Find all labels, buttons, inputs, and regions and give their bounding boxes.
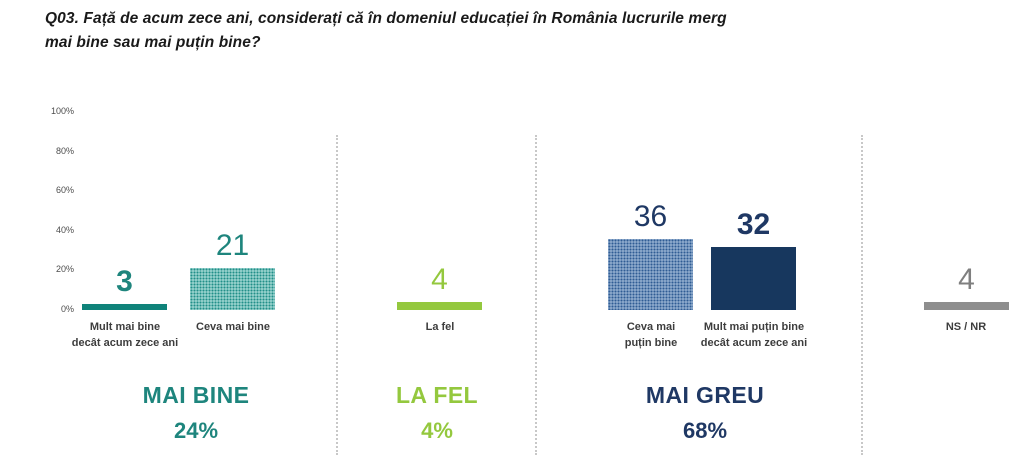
group-name: MAI GREU	[645, 382, 765, 408]
category-label-line: Ceva mai	[626, 321, 676, 333]
y-axis-tick: 60%	[55, 185, 74, 195]
bar-column-ceva-mai-putin-bine: 36	[608, 199, 693, 310]
group-percent: 68%	[682, 418, 728, 444]
question-title: Q03. Față de acum zece ani, considerați …	[45, 10, 727, 52]
category-label-line: NS / NR	[945, 321, 987, 333]
bar-ns-nr	[924, 302, 1009, 310]
category-label-line: Ceva mai bine	[196, 321, 270, 333]
value-label: 4	[431, 263, 448, 297]
bar-mult-mai-putin-bine	[711, 246, 796, 310]
group-name: MAI BINE	[142, 382, 250, 408]
group-label-mai-greu: MAI GREU 68%	[595, 382, 815, 444]
category-label-line: puțin bine	[624, 337, 678, 349]
category-label-line: decât acum zece ani	[700, 337, 808, 349]
category-label-line: La fel	[425, 321, 455, 333]
value-label: 3	[116, 265, 133, 299]
bar-ceva-mai-bine	[190, 268, 275, 310]
value-label: 4	[958, 263, 975, 297]
y-axis-tick: 80%	[55, 146, 74, 156]
bar-column-ns-nr: 4	[924, 265, 1009, 310]
bar-column-la-fel: 4	[397, 265, 482, 310]
section-divider	[336, 135, 338, 455]
bar-column-mult-mai-putin-bine: 32	[711, 207, 796, 310]
group-percent: 4%	[421, 418, 453, 444]
value-label: 21	[215, 229, 250, 263]
y-axis-tick: 100%	[50, 106, 74, 116]
group-name: LA FEL	[395, 382, 479, 408]
category-label: Ceva mai puțin bine	[563, 319, 739, 351]
category-label: Mult mai bine decât acum zece ani	[37, 319, 213, 351]
plot-area: 3 21 4 36 32 4	[0, 112, 1024, 310]
group-label-mai-bine: MAI BINE 24%	[86, 382, 306, 444]
bar-column-mult-mai-bine: 3	[82, 267, 167, 310]
section-divider	[861, 135, 863, 455]
category-label: Mult mai puțin bine decât acum zece ani	[666, 319, 842, 351]
bar-la-fel	[397, 302, 482, 310]
value-label: 32	[736, 207, 771, 241]
category-label-line: decât acum zece ani	[71, 337, 179, 349]
group-percent: 24%	[173, 418, 219, 444]
group-label-la-fel: LA FEL 4%	[327, 382, 547, 444]
bar-column-ceva-mai-bine: 21	[190, 231, 275, 310]
category-label-line: Mult mai puțin bine	[703, 321, 805, 333]
bar-ceva-mai-putin-bine	[608, 238, 693, 310]
category-label: NS / NR	[878, 319, 1024, 335]
value-label: 36	[633, 199, 668, 233]
section-divider	[535, 135, 537, 455]
bar-mult-mai-bine	[82, 304, 167, 310]
category-label-line: Mult mai bine	[89, 321, 161, 333]
category-label: Ceva mai bine	[145, 319, 321, 335]
category-label: La fel	[352, 319, 528, 335]
y-axis-tick: 0%	[60, 304, 74, 314]
y-axis-tick: 20%	[55, 264, 74, 274]
y-axis-tick: 40%	[55, 225, 74, 235]
